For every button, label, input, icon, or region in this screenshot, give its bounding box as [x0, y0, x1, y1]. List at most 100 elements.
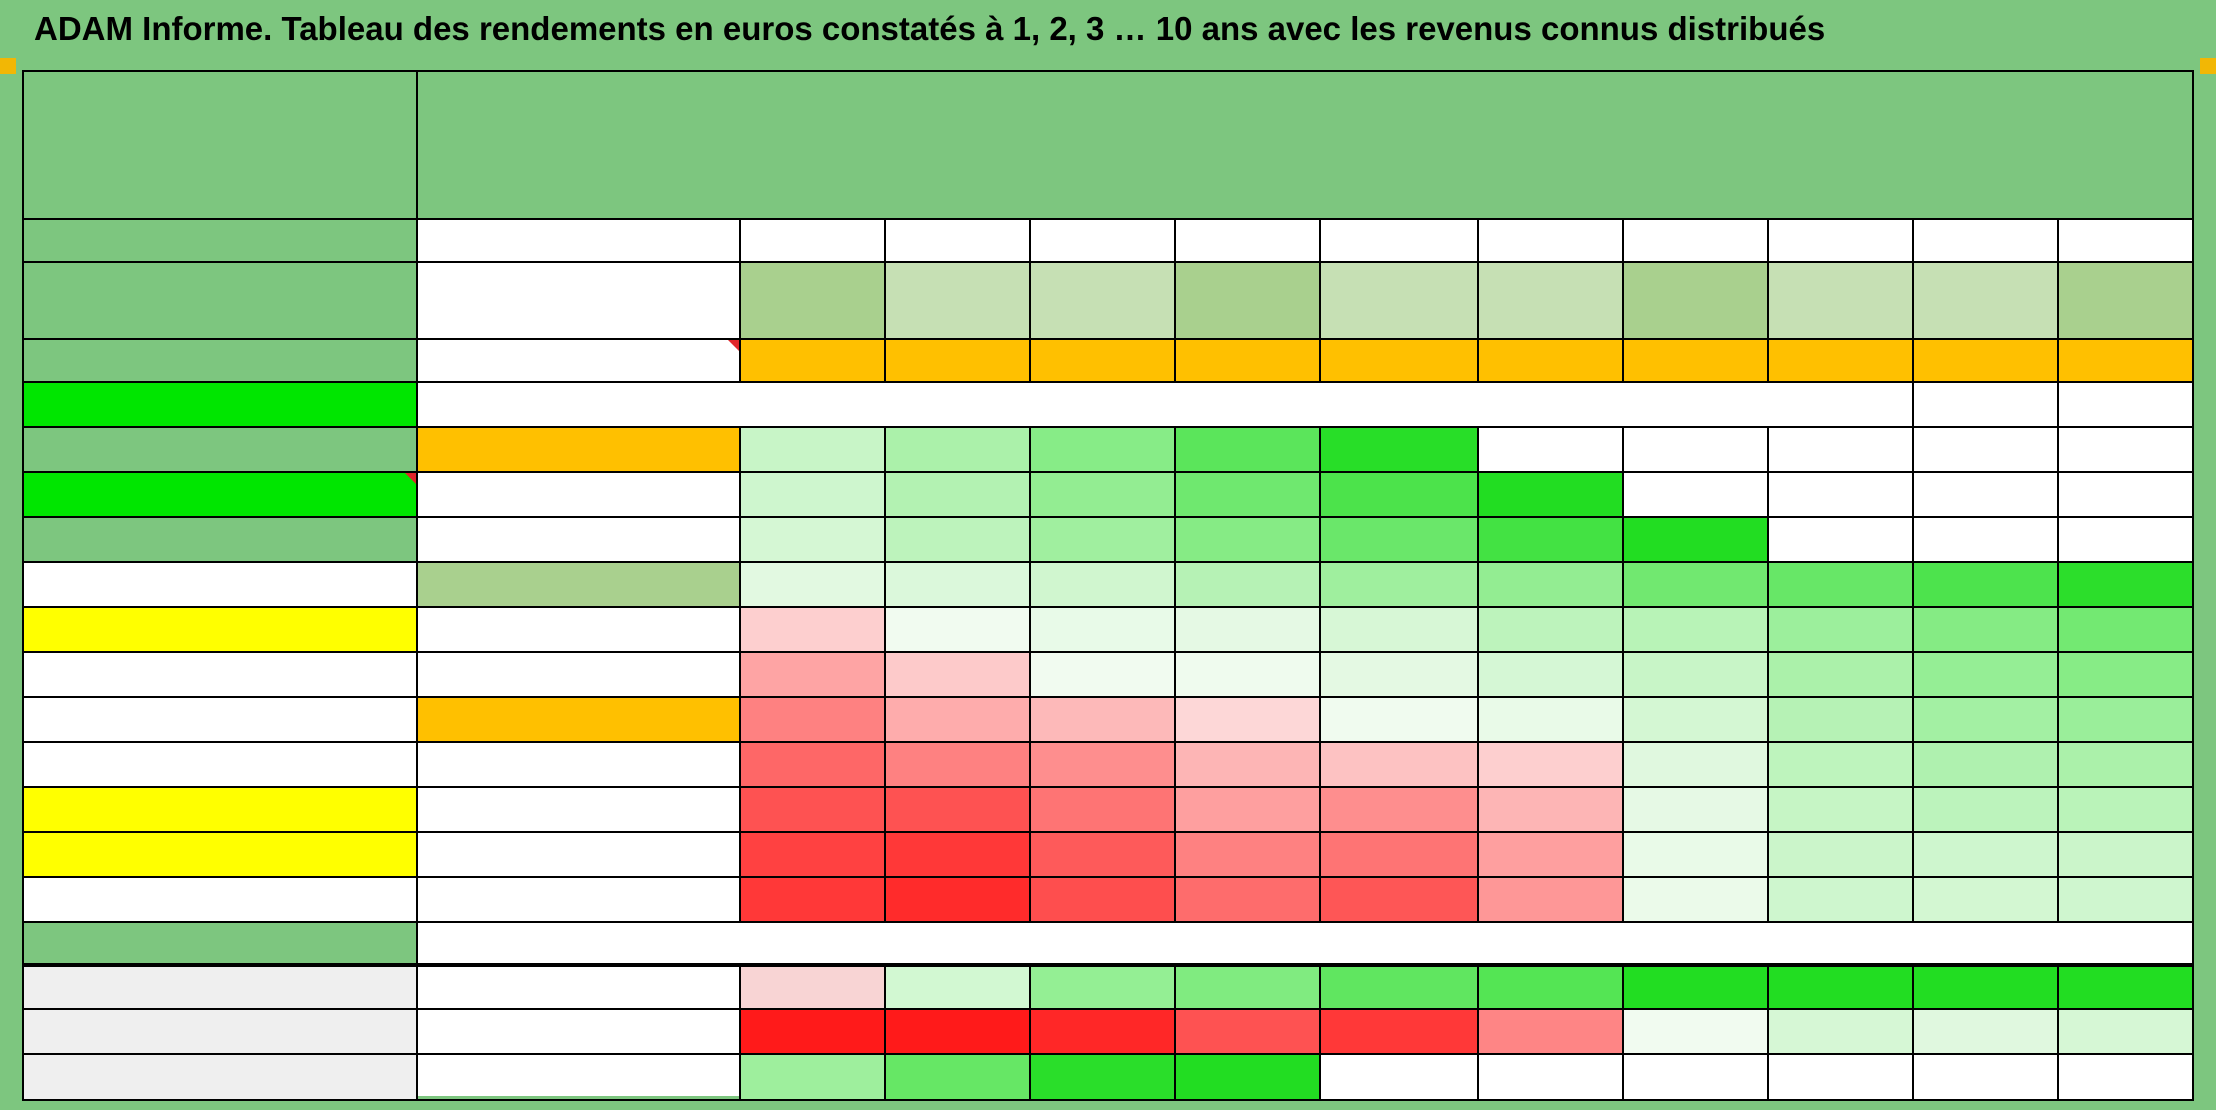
probability-value	[1176, 788, 1321, 833]
stat-value	[1624, 1055, 1769, 1101]
probability-value	[1479, 473, 1624, 518]
year-header	[1769, 220, 1914, 263]
volatility-value	[1176, 340, 1321, 383]
corner-marker-right	[2200, 58, 2216, 74]
year-header	[2059, 220, 2194, 263]
annual-return-value	[1321, 263, 1479, 340]
probability-value	[1176, 653, 1321, 698]
probability-value	[1914, 833, 2059, 878]
annual-return-value	[1624, 263, 1769, 340]
probability-value	[2059, 833, 2194, 878]
year-header	[1321, 220, 1479, 263]
probability-value	[1031, 608, 1176, 653]
probability-value	[1321, 473, 1479, 518]
probability-value	[1479, 428, 1624, 473]
period-label	[22, 563, 418, 608]
spacer-row	[418, 923, 2194, 965]
stat-value	[1914, 1055, 2059, 1101]
volatility-value	[741, 340, 886, 383]
probability-value	[1321, 563, 1479, 608]
probability-value	[1769, 563, 1914, 608]
probability-value	[886, 473, 1031, 518]
probability-value	[741, 473, 886, 518]
table-description	[418, 70, 2194, 220]
probability-value	[2059, 743, 2194, 788]
stat-value	[1479, 1055, 1624, 1101]
probability-value	[1914, 608, 2059, 653]
regularity-label	[22, 1055, 418, 1101]
dividend-mode	[22, 833, 418, 878]
zscore-label	[22, 1010, 418, 1055]
probability-threshold	[418, 563, 741, 608]
probability-value	[1176, 473, 1321, 518]
empty-cell	[1914, 383, 2059, 428]
annual-return-value	[1176, 263, 1321, 340]
positive-performance-label	[418, 965, 741, 1010]
stat-value	[1031, 1010, 1176, 1055]
probability-value	[1769, 608, 1914, 653]
volatility-value	[2059, 340, 2194, 383]
probability-caption	[418, 383, 1914, 428]
stat-value	[1479, 965, 1624, 1010]
maximum-label	[418, 1055, 741, 1101]
stat-value	[886, 1010, 1031, 1055]
probability-value	[741, 878, 886, 923]
volatility-value	[1479, 340, 1624, 383]
probability-value	[1769, 833, 1914, 878]
probability-value	[1914, 473, 2059, 518]
probability-value	[1479, 788, 1624, 833]
probability-value	[1321, 788, 1479, 833]
year-header	[1479, 220, 1624, 263]
probability-value	[1321, 653, 1479, 698]
probability-value	[741, 833, 886, 878]
probability-value	[886, 833, 1031, 878]
probability-value	[741, 563, 886, 608]
probability-value	[1479, 608, 1624, 653]
flag-zero	[22, 473, 418, 518]
probability-value	[886, 743, 1031, 788]
stat-value	[741, 1055, 886, 1101]
volatility-value	[886, 340, 1031, 383]
probability-value	[2059, 428, 2194, 473]
probability-value	[1031, 563, 1176, 608]
empty-cell	[2059, 383, 2194, 428]
performance-table	[22, 70, 2194, 1101]
probability-value	[1031, 428, 1176, 473]
year-header	[1624, 220, 1769, 263]
probability-value	[1479, 698, 1624, 743]
probability-value	[1031, 788, 1176, 833]
probability-value	[1769, 428, 1914, 473]
stat-value	[2059, 1055, 2194, 1101]
probability-value	[1031, 743, 1176, 788]
report-title: ADAM Informe. Tableau des rendements en …	[0, 0, 2216, 58]
probability-value	[1769, 653, 1914, 698]
probability-threshold	[418, 788, 741, 833]
probability-value	[886, 878, 1031, 923]
probability-value	[1479, 563, 1624, 608]
probability-value	[1176, 428, 1321, 473]
volatility-value	[1624, 340, 1769, 383]
probability-threshold	[418, 653, 741, 698]
probability-value	[1624, 833, 1769, 878]
year-header	[1031, 220, 1176, 263]
stat-value	[1031, 1055, 1176, 1101]
probability-value	[886, 653, 1031, 698]
stat-value	[1914, 965, 2059, 1010]
annual-return-value	[886, 263, 1031, 340]
probability-value	[1031, 653, 1176, 698]
probability-value	[1479, 653, 1624, 698]
probability-value	[1031, 473, 1176, 518]
holding-duration-label	[418, 220, 741, 263]
stat-value	[1479, 1010, 1624, 1055]
probability-value	[1321, 698, 1479, 743]
probability-threshold	[418, 698, 741, 743]
flag-one	[22, 383, 418, 428]
annual-return-value	[1914, 263, 2059, 340]
stat-value	[1769, 1055, 1914, 1101]
probability-value	[741, 743, 886, 788]
annual-return-value	[1479, 263, 1624, 340]
probability-value	[1479, 743, 1624, 788]
stat-value	[2059, 965, 2194, 1010]
probability-value	[1914, 698, 2059, 743]
adam-score	[22, 788, 418, 833]
